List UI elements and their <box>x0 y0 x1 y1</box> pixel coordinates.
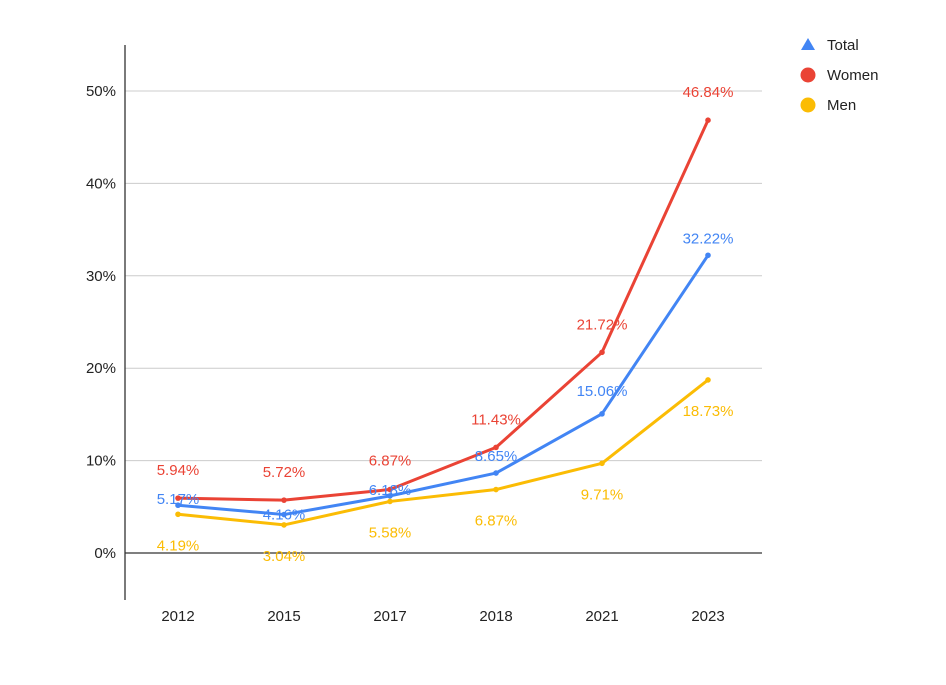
data-label-women: 5.94% <box>157 462 200 479</box>
data-point-men <box>705 377 711 383</box>
series-line-women <box>177 119 710 502</box>
y-tick-label: 40% <box>86 175 116 192</box>
data-label-men: 9.71% <box>581 486 624 503</box>
data-label-men: 4.19% <box>157 537 200 554</box>
data-point-total <box>175 502 181 509</box>
data-point-men <box>599 460 605 467</box>
data-label-total: 4.16% <box>263 507 306 524</box>
x-tick-label: 2021 <box>585 608 618 625</box>
x-tick-label: 2012 <box>161 608 194 625</box>
y-tick-label: 10% <box>86 453 116 470</box>
data-label-total: 15.06% <box>577 383 628 400</box>
data-label-women: 21.72% <box>577 316 628 333</box>
series-line-men <box>177 378 709 527</box>
data-point-total <box>493 470 499 476</box>
x-tick-label: 2018 <box>479 608 512 625</box>
data-point-men <box>387 498 393 505</box>
data-point-women <box>599 349 605 356</box>
data-label-men: 18.73% <box>683 403 734 420</box>
y-tick-label: 30% <box>86 268 116 285</box>
data-label-men: 3.04% <box>263 548 306 565</box>
data-point-women <box>387 486 393 493</box>
data-label-men: 6.87% <box>475 513 518 530</box>
data-point-total <box>599 411 605 417</box>
data-point-total <box>387 493 393 499</box>
data-label-total: 6.18% <box>369 482 412 499</box>
data-point-women <box>175 495 181 501</box>
data-point-men <box>493 486 499 493</box>
data-label-women: 46.84% <box>683 84 734 101</box>
y-tick-label: 20% <box>86 360 116 377</box>
data-label-men: 5.58% <box>369 524 412 541</box>
data-point-women <box>281 497 287 503</box>
data-label-total: 5.17% <box>157 491 200 508</box>
data-point-total <box>281 511 287 518</box>
data-point-women <box>493 444 499 451</box>
x-tick-label: 2023 <box>691 608 724 625</box>
legend-label-men: Men <box>827 97 856 114</box>
data-point-men <box>175 511 181 518</box>
data-label-women: 11.43% <box>471 411 521 428</box>
legend-circle-icon <box>800 97 816 113</box>
y-tick-label: 50% <box>86 83 116 100</box>
data-point-men <box>281 522 287 528</box>
series-line-total <box>177 254 710 517</box>
x-tick-label: 2017 <box>373 608 406 625</box>
legend-triangle-icon <box>801 38 815 50</box>
legend-label-women: Women <box>827 67 878 84</box>
data-label-women: 5.72% <box>263 464 306 481</box>
y-tick-label: 0% <box>94 545 116 562</box>
legend-label-total: Total <box>827 37 859 54</box>
data-point-women <box>705 117 711 123</box>
data-label-total: 32.22% <box>683 230 734 247</box>
data-label-women: 6.87% <box>369 453 412 470</box>
x-tick-label: 2015 <box>267 608 300 625</box>
data-label-total: 8.65% <box>475 448 518 465</box>
data-point-total <box>705 252 711 259</box>
legend-circle-icon <box>800 67 816 83</box>
